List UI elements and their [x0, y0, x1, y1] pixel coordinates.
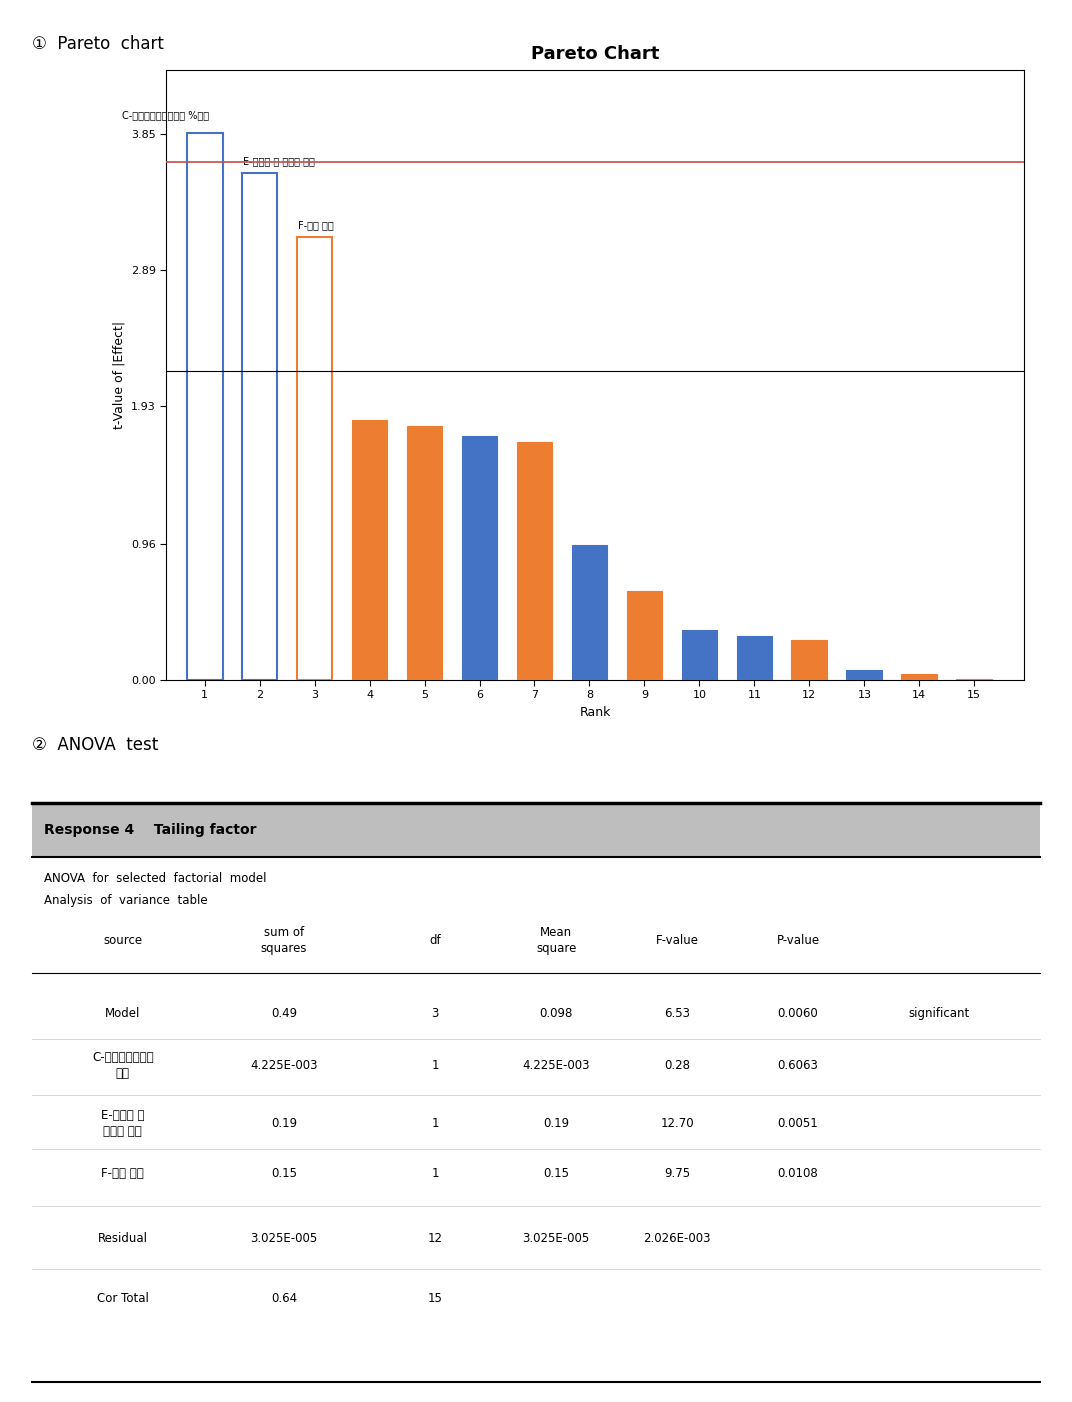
Text: Cor Total: Cor Total	[96, 1293, 149, 1305]
Bar	[847, 670, 882, 680]
Text: 1: 1	[432, 1117, 438, 1130]
Text: Mean
square: Mean square	[536, 927, 577, 955]
Text: C-아세트산암모녹
농도: C-아세트산암모녹 농도	[92, 1052, 153, 1080]
Text: 12: 12	[428, 1232, 443, 1245]
Text: 1: 1	[432, 1059, 438, 1073]
Text: df: df	[430, 934, 441, 948]
Text: 0.28: 0.28	[664, 1059, 690, 1073]
Text: Response 4    Tailing factor: Response 4 Tailing factor	[44, 823, 257, 837]
Text: 0.0051: 0.0051	[777, 1117, 818, 1130]
Bar	[791, 641, 828, 680]
Bar	[32, 803, 1040, 858]
Text: Residual: Residual	[98, 1232, 148, 1245]
Text: source: source	[103, 934, 143, 948]
Text: sum of
squares: sum of squares	[260, 927, 308, 955]
Text: significant: significant	[908, 1007, 970, 1019]
Text: 3.025E-005: 3.025E-005	[522, 1232, 590, 1245]
Text: 0.19: 0.19	[271, 1117, 297, 1130]
Text: 0.64: 0.64	[271, 1293, 297, 1305]
Text: 0.098: 0.098	[539, 1007, 572, 1019]
Text: ②  ANOVA  test: ② ANOVA test	[32, 736, 159, 754]
Text: 0.49: 0.49	[271, 1007, 297, 1019]
Text: 12.70: 12.70	[660, 1117, 694, 1130]
Text: 4.225E-003: 4.225E-003	[251, 1059, 317, 1073]
Bar	[297, 237, 332, 680]
Text: 3.025E-005: 3.025E-005	[251, 1232, 317, 1245]
Text: P-value: P-value	[776, 934, 820, 948]
X-axis label: Rank: Rank	[579, 707, 611, 719]
Bar	[406, 426, 443, 680]
Bar	[956, 679, 993, 680]
Text: 9.75: 9.75	[664, 1168, 690, 1180]
Bar	[682, 631, 717, 680]
Text: 1: 1	[432, 1168, 438, 1180]
Text: 4.225E-003: 4.225E-003	[522, 1059, 590, 1073]
Text: F-value: F-value	[656, 934, 699, 948]
Text: F-친럼 온도: F-친럼 온도	[102, 1168, 145, 1180]
Text: ①  Pareto  chart: ① Pareto chart	[32, 35, 164, 53]
Text: 15: 15	[428, 1293, 443, 1305]
Text: 6.53: 6.53	[664, 1007, 690, 1019]
Text: 0.15: 0.15	[544, 1168, 569, 1180]
Text: Analysis  of  variance  table: Analysis of variance table	[44, 894, 208, 907]
Bar	[462, 436, 497, 680]
Text: 0.0108: 0.0108	[777, 1168, 818, 1180]
Bar	[242, 174, 278, 680]
Bar	[902, 674, 937, 680]
Bar	[736, 637, 772, 680]
Title: Pareto Chart: Pareto Chart	[531, 45, 659, 63]
Text: 0.15: 0.15	[271, 1168, 297, 1180]
Text: Model: Model	[105, 1007, 140, 1019]
Bar	[517, 442, 552, 680]
Text: 0.19: 0.19	[544, 1117, 569, 1130]
Text: ANOVA  for  selected  factorial  model: ANOVA for selected factorial model	[44, 872, 267, 885]
Bar	[187, 133, 223, 680]
Bar	[626, 590, 662, 680]
Text: E-이동상 내
메탄올 비율: E-이동상 내 메탄올 비율	[101, 1109, 145, 1138]
Text: 2.026E-003: 2.026E-003	[643, 1232, 711, 1245]
Text: C-아세트산암모녹용액 %농도: C-아세트산암모녹용액 %농도	[122, 109, 209, 119]
Text: E-이동상 내 메탄올 비율: E-이동상 내 메탄올 비율	[243, 157, 315, 167]
Y-axis label: t-Value of |Effect|: t-Value of |Effect|	[113, 321, 125, 429]
Bar	[352, 421, 387, 680]
Text: F-컨럼 온도: F-컨럼 온도	[298, 220, 333, 230]
Bar	[571, 545, 608, 680]
Text: 0.0060: 0.0060	[777, 1007, 818, 1019]
Text: 0.6063: 0.6063	[777, 1059, 818, 1073]
Text: 3: 3	[432, 1007, 438, 1019]
